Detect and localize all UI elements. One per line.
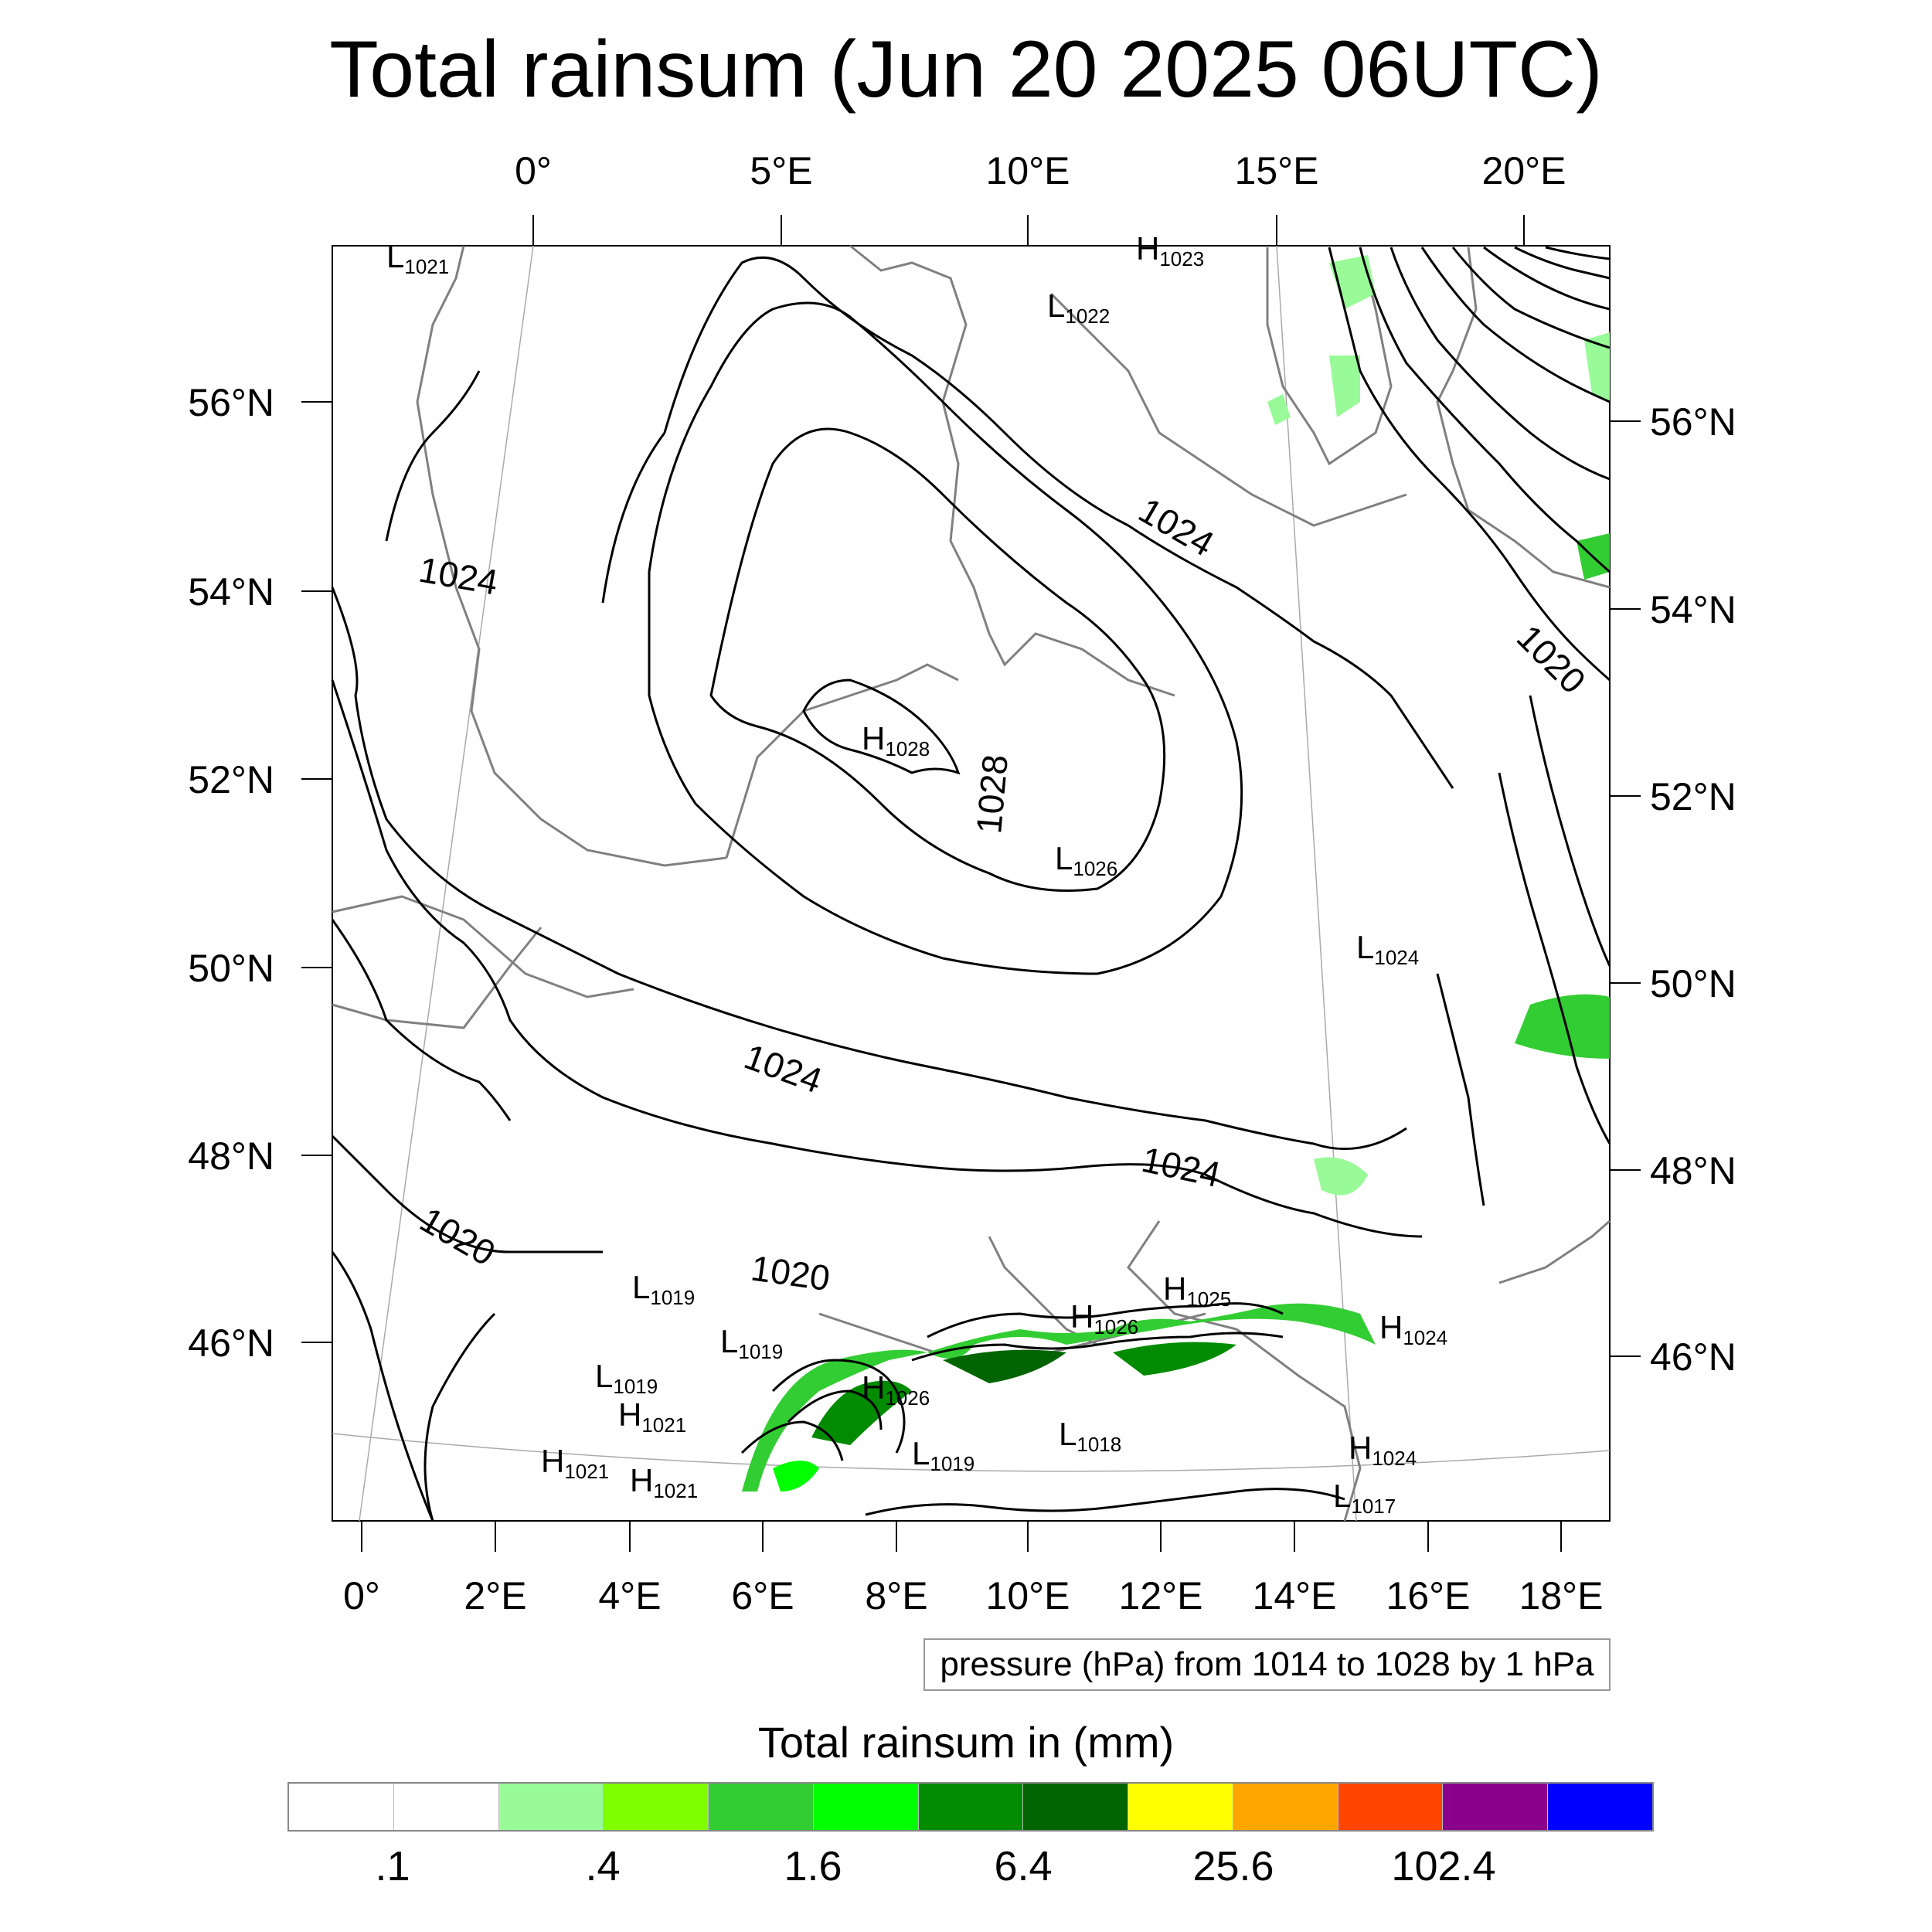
pressure-center: L1024 (1356, 929, 1419, 969)
bottom-lon-label-5: 10°E (986, 1574, 1070, 1617)
colorbar-swatch (289, 1784, 394, 1830)
colorbar-swatch (918, 1784, 1024, 1830)
colorbar-label: 1.6 (784, 1843, 842, 1889)
pressure-center: L1019 (912, 1435, 975, 1475)
right-lat-axis: 56°N 54°N 52°N 50°N 48°N 46°N (1610, 400, 1736, 1379)
bottom-lon-axis: 0° 2°E 4°E 6°E 8°E 10°E 12°E 14°E 16°E 1… (343, 1521, 1603, 1617)
left-lat-label-2: 52°N (188, 758, 274, 801)
bottom-lon-label-0: 0° (343, 1574, 380, 1617)
pressure-center: H1021 (630, 1462, 698, 1502)
left-lat-label-0: 56°N (188, 381, 274, 424)
pressure-center: L1021 (386, 238, 449, 278)
right-lat-label-0: 56°N (1650, 400, 1736, 444)
graticule (332, 245, 1611, 1522)
top-lon-label-2: 10°E (986, 149, 1070, 192)
pressure-center: L1026 (1055, 840, 1117, 880)
colorbar-label: .4 (585, 1843, 621, 1889)
pressure-centers: L1021 H1023 L1022 H1028 L1026 L1024 H102… (386, 230, 1447, 1518)
colorbar-swatch (498, 1784, 604, 1830)
colorbar-swatch (1128, 1784, 1233, 1830)
bottom-lon-label-1: 2°E (464, 1574, 526, 1617)
contour-label: 1028 (968, 753, 1015, 835)
right-lat-label-4: 48°N (1650, 1149, 1736, 1192)
colorbar-swatch (1548, 1784, 1652, 1830)
bottom-lon-label-2: 4°E (598, 1574, 661, 1617)
pressure-center: L1019 (632, 1269, 695, 1309)
colorbar-swatch (1233, 1784, 1338, 1830)
colorbar-swatch (813, 1784, 919, 1830)
pressure-center: H1026 (1070, 1298, 1138, 1338)
pressure-center: L1018 (1059, 1416, 1121, 1456)
pressure-center: L1019 (720, 1323, 783, 1363)
colorbar-swatch (393, 1784, 499, 1830)
map-title: Total rainsum (Jun 20 2025 06UTC) (329, 25, 1603, 114)
bottom-lon-label-3: 6°E (731, 1574, 794, 1617)
right-lat-label-2: 52°N (1650, 775, 1736, 818)
right-lat-label-3: 50°N (1650, 962, 1736, 1005)
pressure-contours (331, 246, 1611, 1522)
left-lat-axis: 56°N 54°N 52°N 50°N 48°N 46°N (188, 381, 332, 1365)
colorbar-label: .1 (375, 1843, 410, 1889)
colorbar-swatch (709, 1784, 814, 1830)
colorbar-swatch (1443, 1784, 1549, 1830)
rain-areas (742, 255, 1610, 1492)
pressure-center: H1025 (1163, 1270, 1231, 1311)
top-lon-label-3: 15°E (1235, 149, 1319, 192)
colorbar-swatch (1338, 1784, 1444, 1830)
pressure-center: H1023 (1136, 230, 1204, 270)
bottom-lon-label-8: 16°E (1386, 1574, 1471, 1617)
pressure-center: H1021 (541, 1443, 609, 1483)
right-lat-label-1: 54°N (1650, 588, 1736, 631)
pressure-center: H1024 (1379, 1309, 1447, 1349)
colorbar-label: 25.6 (1192, 1843, 1274, 1889)
colorbar-label: 6.4 (994, 1843, 1053, 1889)
pressure-center: L1022 (1047, 287, 1110, 328)
right-lat-label-5: 46°N (1650, 1335, 1736, 1379)
left-lat-label-5: 46°N (188, 1321, 274, 1365)
bottom-lon-label-6: 12°E (1119, 1574, 1203, 1617)
pressure-center: H1021 (618, 1396, 686, 1437)
pressure-center: H1026 (862, 1369, 930, 1410)
colorbar-swatch (604, 1784, 709, 1830)
top-lon-axis: 0° 5°E 10°E 15°E 20°E (515, 149, 1566, 246)
pressure-center: H1024 (1349, 1430, 1417, 1470)
colorbar (287, 1782, 1654, 1832)
pressure-center: L1019 (595, 1358, 658, 1398)
bottom-lon-label-4: 8°E (865, 1574, 927, 1617)
bottom-lon-label-9: 18°E (1519, 1574, 1604, 1617)
pressure-center: H1028 (862, 720, 930, 760)
left-lat-label-4: 48°N (188, 1134, 274, 1178)
colorbar-swatch (1023, 1784, 1129, 1830)
left-lat-label-3: 50°N (188, 947, 274, 990)
bottom-lon-label-7: 14°E (1253, 1574, 1337, 1617)
left-lat-label-1: 54°N (188, 570, 274, 614)
pressure-center: L1017 (1333, 1478, 1396, 1518)
top-lon-label-1: 5°E (750, 149, 812, 192)
contour-info-box: pressure (hPa) from 1014 to 1028 by 1 hP… (923, 1638, 1611, 1691)
legend-title: Total rainsum in (mm) (757, 1718, 1175, 1767)
colorbar-label: 102.4 (1391, 1843, 1496, 1889)
top-lon-label-0: 0° (515, 149, 552, 192)
map-frame (332, 245, 1611, 1522)
colorbar-labels: .1 .4 1.6 6.4 25.6 102.4 (0, 1839, 1932, 1893)
top-lon-label-4: 20°E (1482, 149, 1566, 192)
